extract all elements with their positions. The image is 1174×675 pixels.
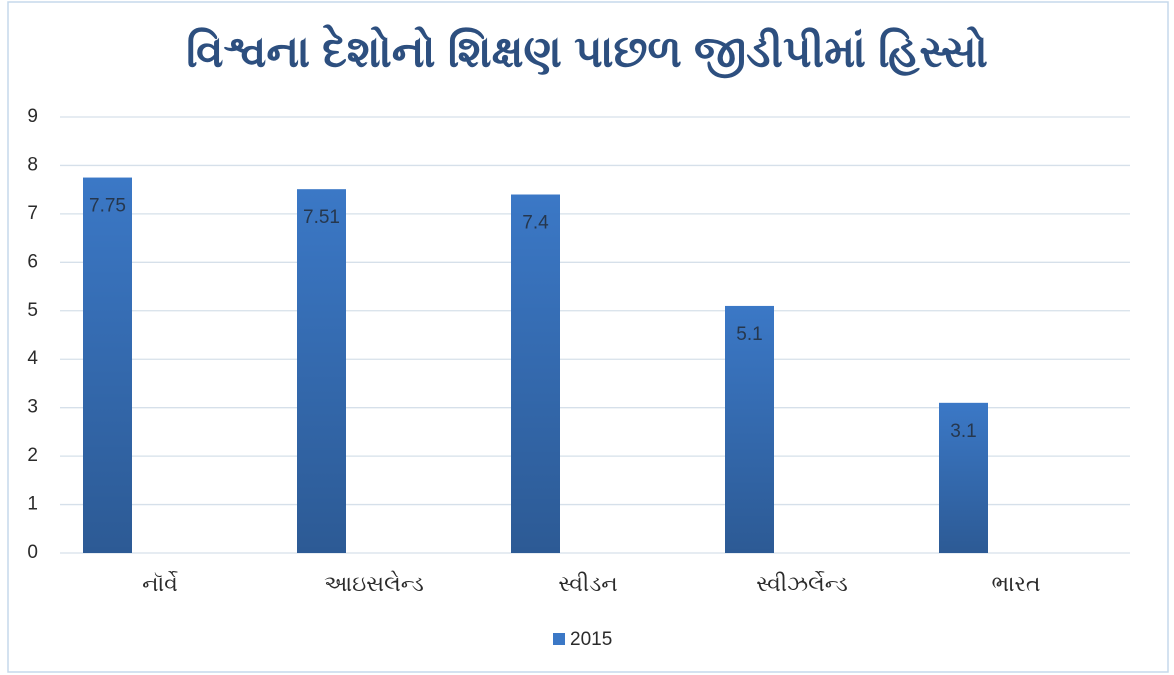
- x-tick-label: સ્વીઝર્લેન્ડ: [756, 571, 848, 596]
- bar: [297, 189, 346, 553]
- y-tick-label: 3: [27, 397, 38, 418]
- legend-swatch: [553, 633, 565, 645]
- data-label: 7.4: [522, 213, 549, 234]
- data-label: 7.75: [89, 196, 126, 217]
- legend-label: 2015: [570, 629, 612, 650]
- chart-title: વિશ્વના દેશોનો શિક્ષણ પાછળ જીડીપીમાં હિસ…: [186, 23, 988, 78]
- x-tick-label: આઇસલેન્ડ: [324, 571, 424, 596]
- x-tick-label: સ્વીડન: [558, 571, 617, 596]
- chart-frame: [7, 1, 1169, 673]
- y-tick-label: 4: [27, 348, 38, 369]
- data-label: 3.1: [950, 421, 976, 442]
- data-label: 7.51: [303, 207, 340, 228]
- y-tick-label: 0: [27, 542, 38, 563]
- y-tick-label: 7: [27, 203, 38, 224]
- y-tick-label: 9: [27, 106, 38, 127]
- data-label: 5.1: [736, 324, 762, 345]
- x-tick-label: નૉર્વે: [142, 571, 178, 596]
- y-tick-label: 1: [27, 494, 38, 515]
- y-tick-label: 8: [27, 154, 38, 175]
- y-tick-label: 2: [27, 445, 38, 466]
- bar: [83, 177, 132, 554]
- y-tick-label: 6: [27, 251, 38, 272]
- bar: [511, 194, 560, 553]
- x-tick-label: ભારત: [992, 571, 1041, 596]
- y-tick-label: 5: [27, 300, 38, 321]
